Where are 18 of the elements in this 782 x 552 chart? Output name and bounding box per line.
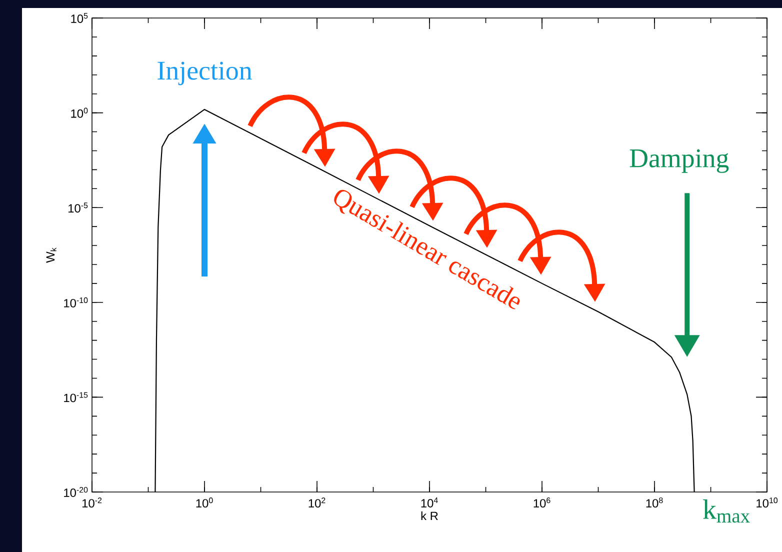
y-tick-label: 10$^{-20}$ xyxy=(64,486,88,498)
annotation: Injection xyxy=(158,62,252,86)
x-tick-label: 10$^{0}$ xyxy=(196,498,213,508)
x-tick-label: 10$^{10}$ xyxy=(756,498,778,508)
annotation: k$_{max}$ xyxy=(703,499,750,523)
y-axis-title: W$_{k}$ xyxy=(46,248,56,263)
annotation: Damping xyxy=(630,149,729,173)
y-tick-label: 10$^{0}$ xyxy=(71,108,88,118)
x-tick-label: 10$^{8}$ xyxy=(646,498,663,508)
y-tick-label: 10$^{-5}$ xyxy=(68,202,88,213)
x-tick-label: 10$^{-2}$ xyxy=(82,498,102,508)
x-tick-label: 10$^{6}$ xyxy=(534,498,550,508)
x-tick-label: 10$^{2}$ xyxy=(308,498,326,508)
y-tick-label: 10$^{5}$ xyxy=(71,13,88,23)
x-tick-label: 10$^{4}$ xyxy=(421,498,438,508)
x-axis-title: k R xyxy=(421,511,438,520)
y-tick-label: 10$^{-15}$ xyxy=(64,392,88,402)
y-tick-label: 10$^{-10}$ xyxy=(64,297,88,308)
